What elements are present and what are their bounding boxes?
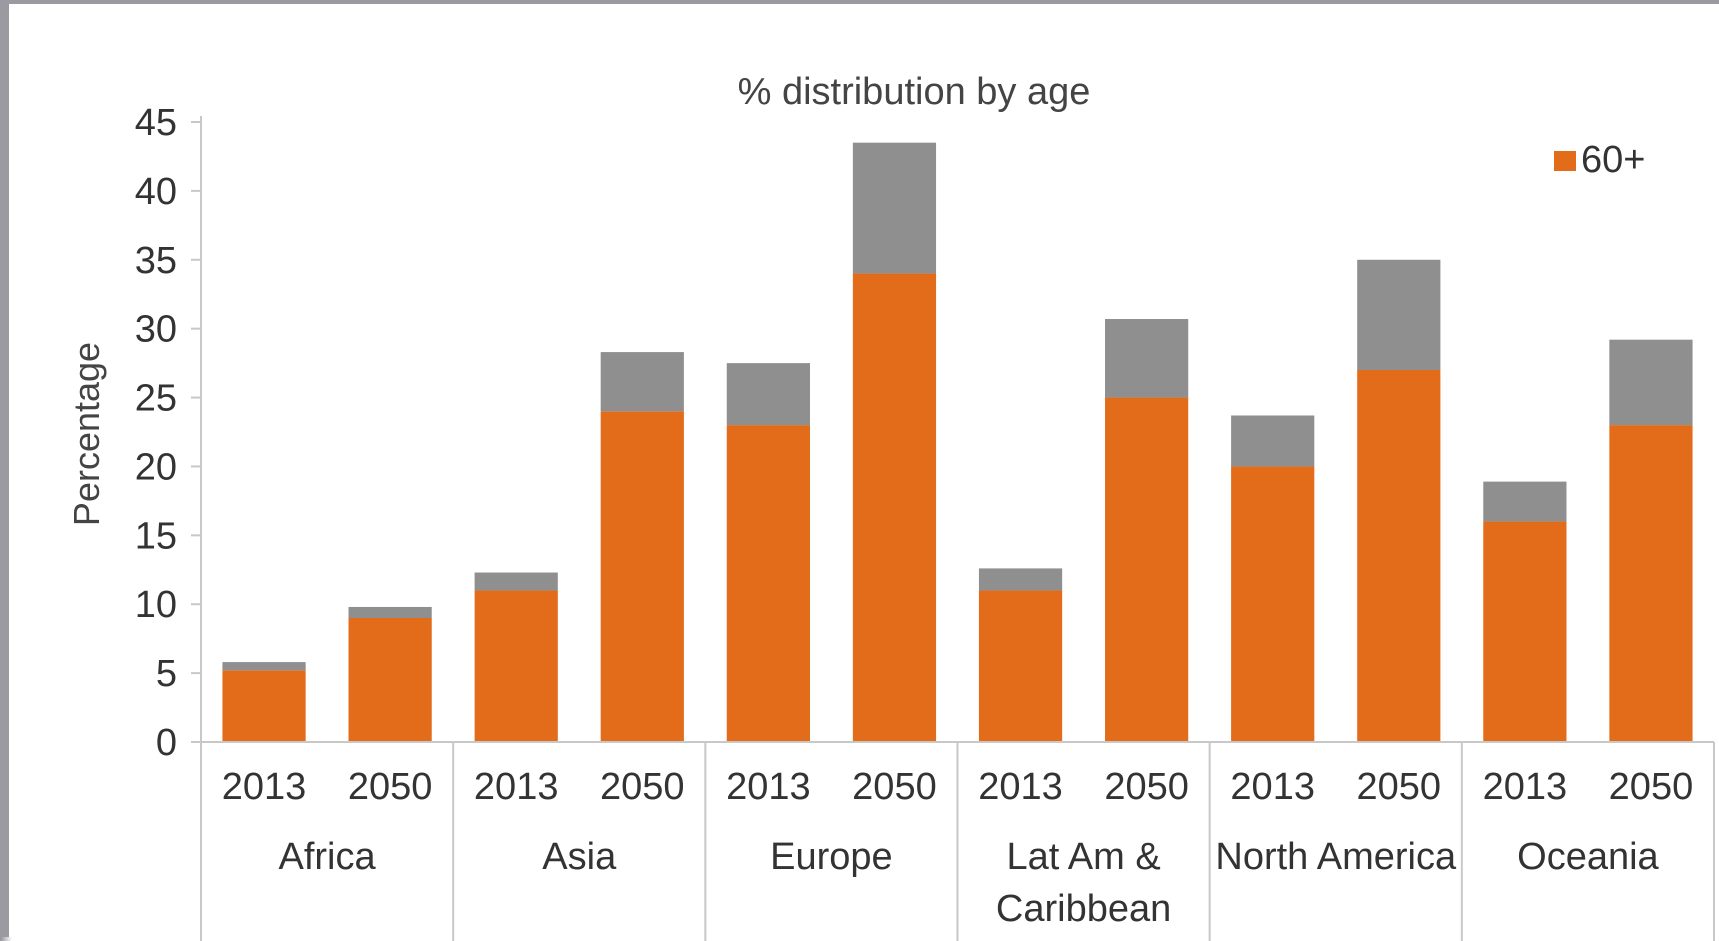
chart-title: % distribution by age xyxy=(738,71,1091,113)
y-axis-label: Percentage xyxy=(66,342,107,526)
group-label: Oceania xyxy=(1517,836,1659,878)
x-axis: 2013 2050 2013 2050 2013 2050 2013 2050 2013 2050… xyxy=(200,741,1715,941)
y-tick-label: 45 xyxy=(135,102,177,144)
group-label: North America xyxy=(1215,836,1457,878)
group-label: Lat Am & xyxy=(1006,836,1160,878)
y-tick-label: 30 xyxy=(135,309,177,351)
x-tick-label: 2050 xyxy=(1609,766,1694,808)
bar-segment-60plus xyxy=(1231,466,1315,742)
bar-segment-upper xyxy=(600,352,684,412)
x-tick-label: 2013 xyxy=(726,766,811,808)
x-tick-label: 2050 xyxy=(348,766,433,808)
x-tick-label: 2013 xyxy=(1230,766,1315,808)
bar-segment-upper xyxy=(1483,481,1567,522)
y-axis: 0 5 10 15 20 25 30 35 40 45 xyxy=(135,102,202,764)
y-tick-label: 15 xyxy=(135,515,177,557)
x-tick-label: 2013 xyxy=(222,766,307,808)
group-label: Africa xyxy=(279,836,377,878)
bar-segment-upper xyxy=(1609,339,1693,426)
bar-segment-upper xyxy=(978,568,1063,591)
bar-segment-60plus xyxy=(978,590,1063,742)
x-tick-label: 2013 xyxy=(474,766,559,808)
bar-segment-upper xyxy=(1357,259,1441,370)
bar-segment-60plus xyxy=(474,590,558,742)
y-tick-label: 35 xyxy=(135,240,177,282)
bars-group xyxy=(222,142,1693,742)
group-label: Caribbean xyxy=(996,888,1171,930)
x-tick-label: 2050 xyxy=(852,766,937,808)
group-label: Europe xyxy=(770,836,893,878)
group-label: Asia xyxy=(542,836,617,878)
x-tick-label: 2050 xyxy=(600,766,685,808)
bar-segment-upper xyxy=(726,363,810,426)
x-tick-label: 2013 xyxy=(978,766,1063,808)
legend-swatch-60plus xyxy=(1554,151,1576,171)
bar-segment-upper xyxy=(1105,319,1189,398)
y-tick-label: 25 xyxy=(135,378,177,420)
legend-label-60plus: 60+ xyxy=(1581,139,1645,181)
bar-segment-60plus xyxy=(600,411,684,742)
y-tick-label: 5 xyxy=(156,653,177,695)
bar-segment-upper xyxy=(222,662,306,671)
bar-segment-60plus xyxy=(1483,521,1567,742)
x-tick-label: 2050 xyxy=(1104,766,1189,808)
bar-segment-60plus xyxy=(852,273,937,742)
bar-segment-upper xyxy=(1231,415,1315,467)
bar-segment-60plus xyxy=(726,425,810,742)
y-tick-label: 40 xyxy=(135,171,177,213)
bar-segment-60plus xyxy=(1105,397,1189,742)
legend: 60+ xyxy=(1554,139,1645,181)
y-tick-label: 0 xyxy=(156,722,177,764)
bar-segment-upper xyxy=(474,572,558,591)
bar-segment-upper xyxy=(852,142,937,274)
y-tick-label: 20 xyxy=(135,446,177,488)
bar-segment-60plus xyxy=(348,618,432,742)
x-tick-label: 2050 xyxy=(1357,766,1442,808)
y-tick-label: 10 xyxy=(135,584,177,626)
bar-segment-60plus xyxy=(1609,425,1693,742)
bar-segment-upper xyxy=(348,606,432,618)
bar-segment-60plus xyxy=(1357,370,1441,742)
x-tick-label: 2013 xyxy=(1483,766,1568,808)
bar-segment-60plus xyxy=(222,670,306,742)
bar-chart: % distribution by age Percentage 0 5 10 15 2… xyxy=(66,71,1715,941)
